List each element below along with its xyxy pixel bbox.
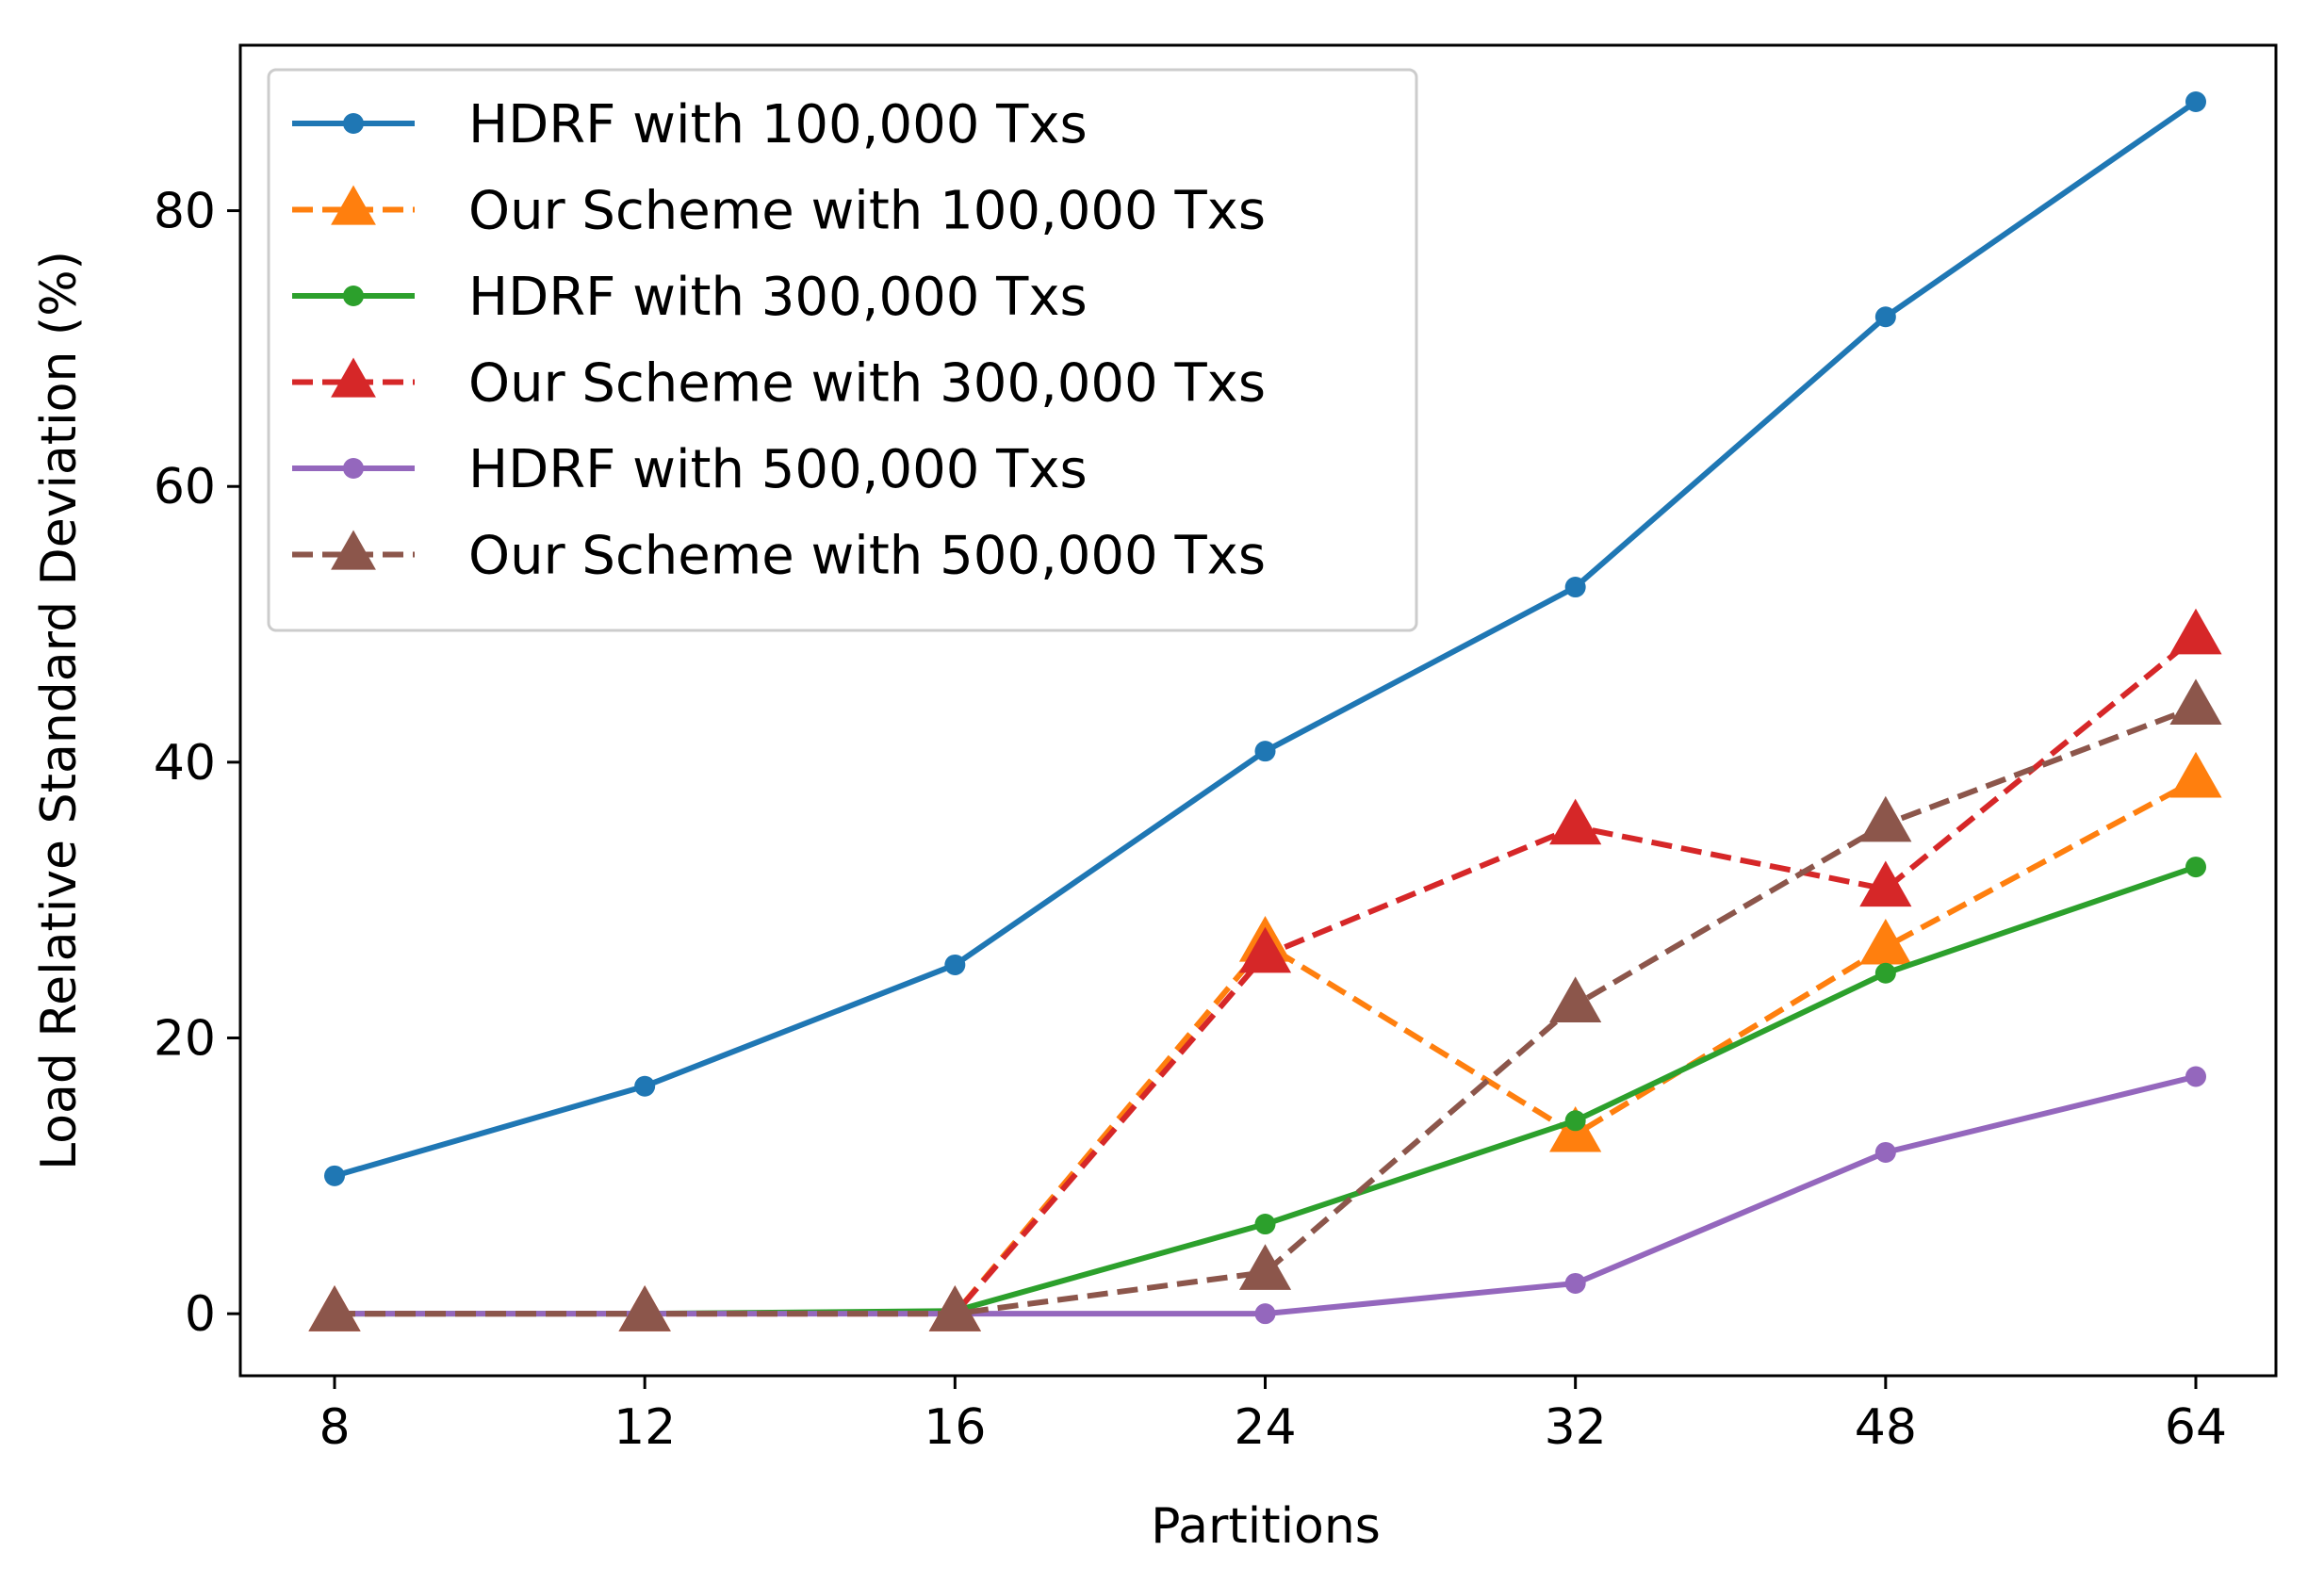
data-point	[1564, 1110, 1586, 1132]
y-axis: 0 20 40 60 80	[154, 184, 240, 1343]
legend-item: HDRF with 100,000 Txs	[292, 94, 1088, 155]
x-tick-label: 12	[614, 1399, 676, 1456]
data-point	[1564, 577, 1586, 598]
data-point	[1254, 1303, 1276, 1325]
y-axis-label: Load Relative Standard Deviation (%)	[31, 251, 88, 1170]
plot-frame	[238, 43, 2278, 1378]
y-tick-label: 60	[154, 459, 216, 515]
legend-label: Our Scheme with 500,000 Txs	[468, 526, 1266, 587]
y-tick-label: 20	[154, 1011, 216, 1068]
y-tick-label: 40	[154, 735, 216, 792]
legend-marker	[331, 530, 376, 570]
series-1	[324, 90, 2206, 1186]
legend-label: HDRF with 300,000 Txs	[468, 267, 1088, 328]
legend-item: Our Scheme with 500,000 Txs	[292, 526, 1266, 587]
data-point	[1238, 1244, 1292, 1290]
data-point	[1254, 1214, 1276, 1235]
x-tick-label: 64	[2165, 1399, 2227, 1456]
data-point	[2185, 857, 2206, 878]
data-point	[1859, 795, 1912, 842]
data-point	[1874, 962, 1896, 984]
data-point	[1874, 1141, 1896, 1163]
legend-label: HDRF with 100,000 Txs	[468, 94, 1088, 155]
legend-marker	[331, 357, 376, 398]
legend-box	[267, 68, 1418, 632]
legend: HDRF with 100,000 Txs Our Scheme with 100…	[267, 68, 1418, 632]
legend-item: Our Scheme with 300,000 Txs	[292, 353, 1266, 415]
legend-item: HDRF with 500,000 Txs	[292, 439, 1088, 500]
legend-label: Our Scheme with 300,000 Txs	[468, 353, 1266, 415]
y-tick-label: 80	[154, 184, 216, 240]
data-point	[2185, 1066, 2206, 1087]
data-point	[2169, 608, 2222, 655]
x-axis: 8 12 16 24 32 48 64	[319, 1376, 2227, 1456]
legend-label: HDRF with 500,000 Txs	[468, 439, 1088, 500]
data-point	[2169, 751, 2222, 798]
legend-marker	[343, 113, 364, 134]
legend-item: Our Scheme with 100,000 Txs	[292, 181, 1266, 242]
data-point	[1874, 306, 1896, 328]
x-tick-label: 16	[924, 1399, 986, 1456]
x-tick-label: 48	[1855, 1399, 1917, 1456]
data-point	[1564, 1272, 1586, 1294]
data-point	[2185, 90, 2206, 112]
legend-marker	[343, 458, 364, 479]
x-tick-label: 8	[319, 1399, 350, 1456]
series-6	[308, 678, 2222, 1331]
y-tick-label: 0	[185, 1286, 216, 1343]
data-point	[324, 1165, 345, 1186]
legend-item: HDRF with 300,000 Txs	[292, 267, 1088, 328]
legend-marker	[331, 185, 376, 225]
data-point	[1549, 798, 1602, 845]
data-point	[308, 1285, 361, 1331]
data-point	[1238, 926, 1292, 973]
data-point	[618, 1285, 671, 1331]
data-point	[2169, 678, 2222, 725]
legend-marker	[343, 286, 364, 306]
data-point	[1859, 860, 1912, 907]
data-point	[928, 1285, 981, 1331]
x-tick-label: 24	[1234, 1399, 1296, 1456]
data-point	[1254, 741, 1276, 762]
x-tick-label: 32	[1545, 1399, 1607, 1456]
data-point	[1549, 976, 1602, 1022]
data-point	[944, 954, 966, 975]
data-point	[1859, 918, 1912, 965]
data-point	[634, 1075, 656, 1097]
x-axis-label: Partitions	[1151, 1498, 1381, 1555]
series-layer	[308, 90, 2222, 1331]
legend-label: Our Scheme with 100,000 Txs	[468, 181, 1266, 242]
